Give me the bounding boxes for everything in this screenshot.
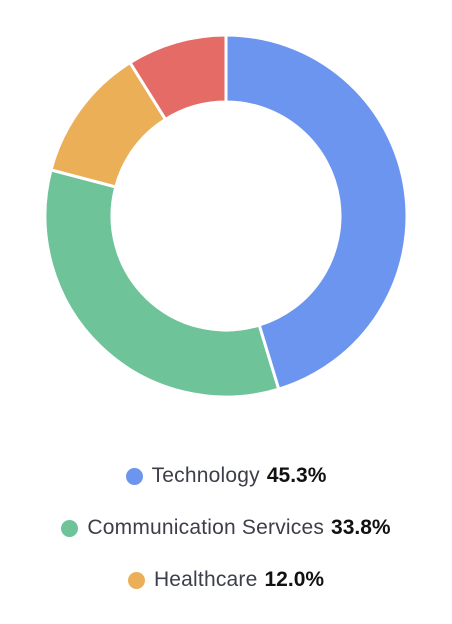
legend-value-technology: 45.3% [266, 464, 327, 487]
legend-item-communication-services[interactable]: Communication Services 33.8% [0, 502, 452, 554]
donut-slice-other-3[interactable] [127, 33, 228, 122]
donut-slice-technology[interactable] [224, 33, 409, 392]
donut-chart [43, 33, 409, 399]
legend-label-technology: Technology [151, 464, 260, 487]
legend-label-healthcare: Healthcare [153, 568, 258, 591]
legend-swatch-technology [125, 467, 143, 485]
legend-item-healthcare[interactable]: Healthcare 12.0% [0, 554, 452, 606]
donut-slice-communication-services[interactable] [43, 168, 281, 399]
legend-label-communication-services: Communication Services [87, 516, 325, 539]
legend-swatch-healthcare [127, 571, 145, 589]
legend-swatch-communication-services [61, 519, 79, 537]
legend-item-technology[interactable]: Technology 45.3% [0, 450, 452, 502]
legend-value-communication-services: 33.8% [331, 516, 391, 539]
chart-legend: Technology 45.3% Communication Services … [0, 450, 452, 606]
legend-value-healthcare: 12.0% [264, 568, 325, 591]
